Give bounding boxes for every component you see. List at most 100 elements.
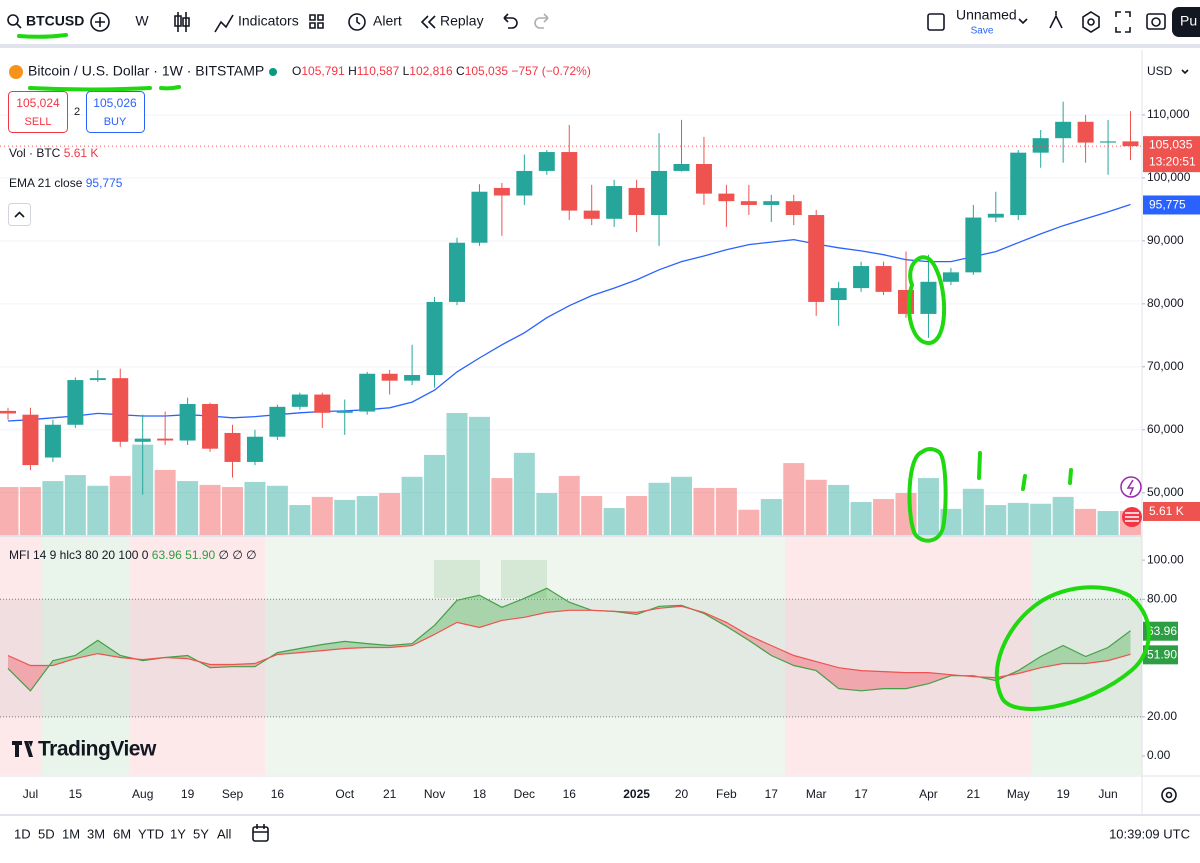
mfi-background xyxy=(0,537,1142,775)
range-button[interactable]: 1D xyxy=(14,826,31,841)
snapshot-icon xyxy=(1151,17,1161,27)
candle-body xyxy=(202,403,219,449)
candle-body xyxy=(920,281,937,314)
mfi-zone xyxy=(130,537,265,775)
currency-chevron[interactable] xyxy=(1181,69,1189,75)
volume-bar xyxy=(177,481,199,535)
range-button[interactable]: 6M xyxy=(113,826,131,841)
mfi-zone xyxy=(785,537,1032,775)
indicators-button[interactable]: Indicators xyxy=(238,13,299,29)
btc-icon xyxy=(9,65,23,79)
sell-button[interactable] xyxy=(8,91,68,133)
ohlc-legend: O105,791 H110,587 L102,816 C105,035 −757… xyxy=(292,64,591,78)
quick-search-icon[interactable] xyxy=(1049,11,1063,29)
candle-body xyxy=(538,152,555,171)
range-button[interactable]: 1M xyxy=(62,826,80,841)
candle-body xyxy=(291,394,308,407)
clock[interactable]: 10:39:09 UTC xyxy=(1109,826,1190,841)
collapse-legend[interactable] xyxy=(8,203,31,226)
date-range-icon xyxy=(253,824,268,833)
currency[interactable]: USD xyxy=(1147,64,1173,78)
range-button[interactable]: 1Y xyxy=(170,826,186,841)
volume-name: Vol · BTC xyxy=(9,146,61,160)
plus-icon xyxy=(90,12,110,32)
layouts-icon[interactable] xyxy=(309,14,324,29)
change: −757 (−0.72%) xyxy=(511,64,590,78)
ohlc-key: L xyxy=(403,64,410,78)
volume-bar xyxy=(536,493,558,535)
interval[interactable]: W xyxy=(135,13,149,29)
volume-bar xyxy=(805,479,827,535)
y-tick-label: 60,000 xyxy=(1147,422,1184,436)
annotation-underline xyxy=(159,85,181,91)
spread: 2 xyxy=(74,106,80,118)
save-label[interactable]: Save xyxy=(971,26,994,37)
range-button[interactable]: 5Y xyxy=(193,826,209,841)
ema-value: 95,775 xyxy=(86,176,123,190)
volume-bar xyxy=(783,463,805,535)
alert-button[interactable]: Alert xyxy=(373,13,402,29)
mfi-fill xyxy=(771,645,794,666)
candle-body xyxy=(561,152,578,211)
x-tick-label: Oct xyxy=(335,787,354,801)
buy-label[interactable]: BUY xyxy=(104,116,127,128)
event-icon[interactable] xyxy=(1120,476,1142,498)
search-icon xyxy=(7,14,19,26)
axis-settings xyxy=(1165,791,1173,799)
ohlc-value: 110,587 xyxy=(357,64,400,78)
sell-label[interactable]: SELL xyxy=(25,116,52,128)
range-button[interactable]: 3M xyxy=(87,826,105,841)
range-button[interactable]: 5D xyxy=(38,826,55,841)
snapshot-icon[interactable] xyxy=(1146,13,1166,30)
candle-body xyxy=(942,272,959,282)
symbol-search[interactable]: BTCUSD xyxy=(7,13,84,29)
y-tick-label: 110,000 xyxy=(1147,107,1190,121)
mfi-zone xyxy=(0,537,42,775)
date-range-icon[interactable] xyxy=(252,826,269,842)
range-button[interactable]: YTD xyxy=(138,826,164,841)
sell-price[interactable]: 105,024 xyxy=(16,96,60,110)
x-tick-label: 18 xyxy=(473,787,487,801)
volume-bar xyxy=(244,481,266,535)
symbol-title: Bitcoin / U.S. Dollar · 1W · BITSTAMP xyxy=(28,63,264,79)
candle-body xyxy=(134,438,151,442)
search-icon xyxy=(16,23,22,29)
y-tick-label: 80.00 xyxy=(1147,591,1177,605)
mfi-fill xyxy=(816,661,839,689)
layout-checkbox[interactable] xyxy=(927,13,945,31)
fullscreen-icon[interactable] xyxy=(1115,11,1131,33)
candle-body xyxy=(359,373,376,412)
mfi-band xyxy=(0,599,1142,717)
chart-type-icon[interactable] xyxy=(174,12,190,32)
buy-button[interactable] xyxy=(86,91,145,133)
candle-body xyxy=(89,378,106,381)
axis-settings[interactable] xyxy=(1161,787,1177,803)
replay-icon xyxy=(420,15,436,29)
candle-body xyxy=(336,410,353,413)
y-tick-label: 70,000 xyxy=(1147,359,1184,373)
mfi-fill xyxy=(1063,645,1086,664)
undo-icon[interactable] xyxy=(503,13,518,29)
volume-legend: Vol · BTC 5.61 K xyxy=(9,146,98,160)
redo-icon[interactable] xyxy=(534,13,549,29)
layout-name[interactable]: Unnamed xyxy=(956,7,1017,23)
symbol[interactable]: BTCUSD xyxy=(26,13,84,29)
mfi-tag xyxy=(1143,621,1178,641)
compare-button[interactable] xyxy=(90,12,110,32)
y-tick-label: 100,000 xyxy=(1147,170,1191,184)
alert-icon xyxy=(348,13,366,31)
settings-icon[interactable] xyxy=(1082,11,1100,33)
volume-bar xyxy=(154,469,176,535)
ohlc-value: 105,035 xyxy=(465,64,509,78)
range-button[interactable]: All xyxy=(217,826,232,841)
candle-body xyxy=(1010,152,1027,216)
publish-label[interactable]: Pu xyxy=(1180,13,1197,29)
layout-menu-chevron[interactable] xyxy=(1018,18,1028,25)
buy-price[interactable]: 105,026 xyxy=(93,96,137,110)
mfi-fill xyxy=(838,667,862,691)
candle-body xyxy=(718,193,735,202)
publish-button[interactable] xyxy=(1172,7,1200,37)
candle-body xyxy=(179,403,196,441)
replay-button[interactable]: Replay xyxy=(440,13,484,29)
logo: TradingView xyxy=(12,738,157,761)
